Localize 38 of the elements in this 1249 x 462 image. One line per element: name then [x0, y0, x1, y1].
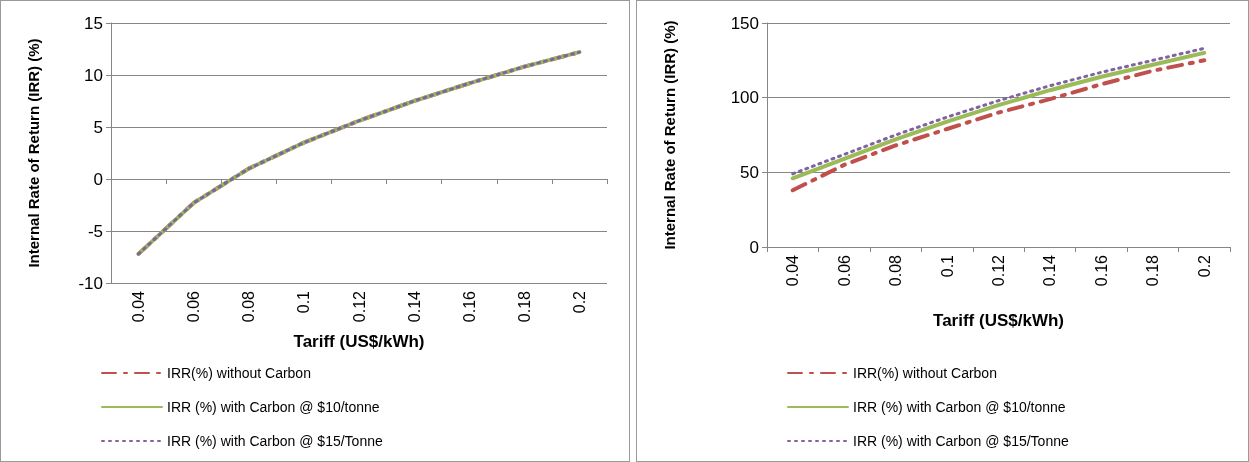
- legend-label: IRR (%) with Carbon @ $15/Tonne: [853, 433, 1069, 449]
- x-tick-label: 0.1: [295, 290, 313, 314]
- x-tick-label: 0.2: [1195, 254, 1213, 278]
- x-tick-label: 0.12: [350, 290, 368, 323]
- y-tick-label: 0: [749, 237, 759, 257]
- y-axis-title: Internal Rate of Return (IRR) (%): [25, 38, 42, 268]
- x-tick-label: 0.06: [835, 254, 853, 287]
- x-tick-label: 0.18: [1144, 254, 1162, 287]
- y-tick-label: 15: [84, 13, 103, 33]
- x-tick-label: 0.08: [887, 254, 905, 287]
- x-tick-label: 0.14: [405, 290, 423, 323]
- legend-label: IRR (%) with Carbon @ $10/tonne: [167, 399, 380, 415]
- y-tick-label: 100: [730, 88, 759, 108]
- x-tick-label: 0.16: [1092, 254, 1110, 287]
- legend-label: IRR(%) without Carbon: [853, 365, 997, 381]
- y-tick-label: 10: [84, 65, 103, 85]
- x-tick-label: 0.1: [938, 254, 956, 278]
- y-tick-label: -10: [78, 273, 103, 293]
- x-tick-label: 0.06: [185, 290, 203, 323]
- x-tick-label: 0.2: [570, 290, 588, 314]
- legend-label: IRR (%) with Carbon @ $15/Tonne: [167, 433, 383, 449]
- y-axis-title: Internal Rate of Return (IRR) (%): [661, 20, 678, 250]
- x-tick-label: 0.18: [515, 290, 533, 323]
- y-tick-label: 0: [93, 169, 103, 189]
- x-tick-label: 0.14: [1041, 254, 1059, 287]
- x-tick-label: 0.04: [784, 254, 802, 287]
- y-tick-label: 5: [93, 117, 103, 137]
- y-tick-label: 150: [730, 13, 759, 33]
- y-tick-label: -5: [87, 221, 103, 241]
- x-axis-title: Tariff (US$/kWh): [933, 311, 1064, 330]
- x-axis-title: Tariff (US$/kWh): [293, 332, 425, 351]
- x-tick-label: 0.04: [130, 290, 148, 323]
- legend-label: IRR(%) without Carbon: [167, 365, 311, 381]
- legend-label: IRR (%) with Carbon @ $10/tonne: [853, 399, 1066, 415]
- x-tick-label: 0.16: [460, 290, 478, 323]
- y-tick-label: 50: [740, 162, 759, 182]
- x-tick-label: 0.12: [990, 254, 1007, 287]
- x-tick-label: 0.08: [240, 290, 258, 323]
